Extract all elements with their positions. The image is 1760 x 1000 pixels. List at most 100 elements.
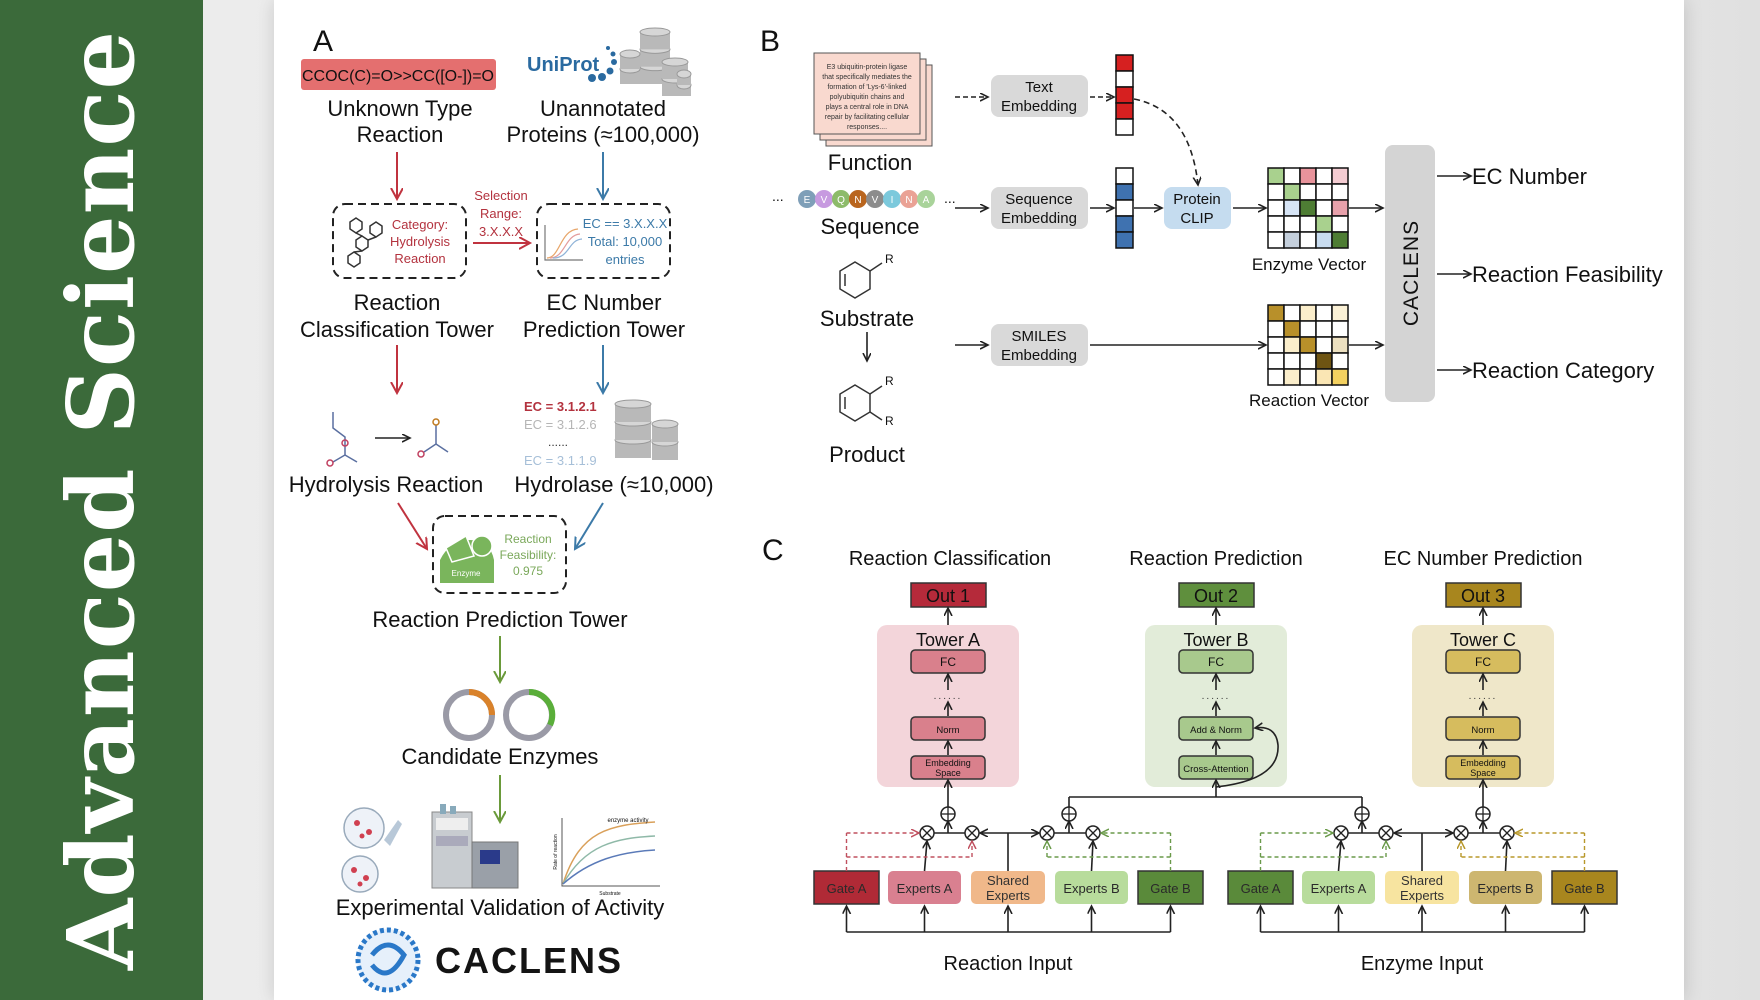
arrow-dashed-curve (1133, 98, 1198, 185)
vector-cell (1115, 215, 1134, 233)
smiles-box (301, 59, 496, 90)
shared-experts-label: Experts (1400, 888, 1445, 903)
residue-bead (866, 190, 884, 208)
tower-layer-label: Embedding (925, 758, 971, 768)
grid-cell (1299, 231, 1317, 249)
classification-tower-label-2: Classification Tower (300, 317, 494, 342)
uniprot-logo: UniProt (527, 46, 617, 82)
lab-instrument-icon (431, 804, 519, 889)
experts-label: Experts B (1063, 881, 1119, 896)
tower-ellipsis: ...... (934, 691, 963, 702)
multiply-icon-stroke (1455, 827, 1467, 839)
grid-cell (1299, 320, 1317, 338)
caclens-model-bar (1385, 145, 1435, 402)
cell-culture-icon (341, 807, 402, 893)
panel-label-a: A (313, 25, 333, 58)
enzyme-vector-grid (1267, 167, 1349, 249)
plot-title: enzyme activity (607, 818, 648, 824)
molecule-icon (347, 217, 383, 268)
sequence-label: Sequence (820, 214, 919, 239)
ec-list-ellipsis: ...... (548, 435, 568, 449)
tower-ellipsis: ...... (1469, 691, 1498, 702)
product-label: Product (829, 442, 905, 467)
protein-clip-box (1164, 187, 1231, 229)
database-segment (677, 74, 691, 85)
database-top (651, 419, 679, 429)
sequence-ellipsis-left: ... (772, 188, 784, 204)
unknown-reaction-label-2: Reaction (357, 122, 444, 147)
unannotated-proteins-label: Unannotated (540, 96, 666, 121)
grid-cell (1283, 320, 1301, 338)
feasibility-text: Feasibility: (500, 548, 557, 562)
tower-layer-label: Cross-Attention (1183, 764, 1248, 775)
shared-experts-label: Experts (986, 888, 1031, 903)
residue-letter: Q (837, 195, 845, 206)
grid-cell (1315, 352, 1333, 370)
grid-cell (1267, 352, 1285, 370)
residue-letter: N (905, 195, 912, 206)
function-text-line: repair by facilitating cellular (825, 114, 910, 121)
ec-filter-text: EC == 3.X.X.X (583, 216, 668, 231)
grid-cell (1283, 199, 1301, 217)
category-text: Hydrolysis (390, 234, 450, 249)
tower-layer-label: Space (1470, 768, 1496, 778)
hydrolase-label: Hydrolase (≈10,000) (514, 472, 713, 497)
grid-cell (1331, 304, 1349, 322)
experts-label: Experts B (1477, 881, 1533, 896)
substrate-benzene-icon (839, 261, 883, 299)
enzyme-vector-label: Enzyme Vector (1252, 255, 1367, 274)
enzyme-icon: Enzyme (440, 534, 494, 583)
grid-cell (1315, 304, 1333, 322)
candidate-enzymes-label: Candidate Enzymes (402, 744, 599, 769)
gate-label: Gate B (1564, 881, 1604, 896)
input-label: Reaction Input (944, 953, 1073, 975)
grid-cell (1267, 199, 1285, 217)
grid-cell (1331, 352, 1349, 370)
multiply-icon-stroke (921, 827, 933, 839)
text-embedding-label: Text (1025, 79, 1053, 96)
mini-curve-plot-icon (544, 225, 583, 261)
text-embedding-label: Embedding (1001, 98, 1077, 115)
r-group-label: R (885, 414, 894, 428)
function-text-line: polyubiquitin chains and (830, 94, 905, 101)
experts-box (1302, 871, 1375, 904)
tower-heading: Reaction Classification (849, 548, 1051, 570)
function-text-line: formation of 'Lys-6'-linked (827, 84, 906, 91)
grid-cell (1299, 183, 1317, 201)
grid-cell (1315, 167, 1333, 185)
experts-box (888, 871, 961, 904)
ec-list-item: EC = 3.1.1.9 (524, 453, 597, 468)
reaction-prediction-box (432, 515, 567, 594)
residue-letter: A (923, 195, 930, 206)
classification-tower-label: Reaction (354, 290, 441, 315)
grid-cell (1283, 304, 1301, 322)
tower-layer-label: FC (1475, 655, 1491, 669)
smiles-text: CCOC(C)=O>>CC([O-])=O (302, 68, 494, 85)
tower-layer-label: FC (1208, 655, 1224, 669)
multiply-icon-stroke (1087, 827, 1099, 839)
grid-cell (1283, 231, 1301, 249)
gate-box (1137, 870, 1204, 905)
residue-letter: V (821, 195, 828, 206)
tower-title: Tower B (1183, 630, 1248, 650)
smiles-embedding-label: SMILES (1011, 328, 1066, 345)
output-label: Out 3 (1461, 586, 1505, 606)
unannotated-proteins-label-2: Proteins (≈100,000) (506, 122, 699, 147)
multiply-icon-stroke (1335, 827, 1347, 839)
tower-layer-label: Norm (1471, 725, 1494, 736)
grid-cell (1331, 199, 1349, 217)
substrate-label: Substrate (820, 306, 914, 331)
plot-x-label: Substrate (599, 891, 621, 897)
grid-cell (1267, 320, 1285, 338)
vector-cell (1115, 167, 1134, 185)
tower-title: Tower C (1450, 630, 1516, 650)
panel-c: C Reaction Classification Out 1 Tower A FC N… (762, 534, 1618, 975)
arrow-diagonal (575, 502, 604, 549)
prediction-tower-label: Reaction Prediction Tower (372, 607, 627, 632)
text-vector (1115, 54, 1134, 136)
grid-cell (1267, 304, 1285, 322)
grid-cell (1315, 215, 1333, 233)
output-reaction-category: Reaction Category (1472, 358, 1654, 383)
experts-box (971, 871, 1045, 904)
